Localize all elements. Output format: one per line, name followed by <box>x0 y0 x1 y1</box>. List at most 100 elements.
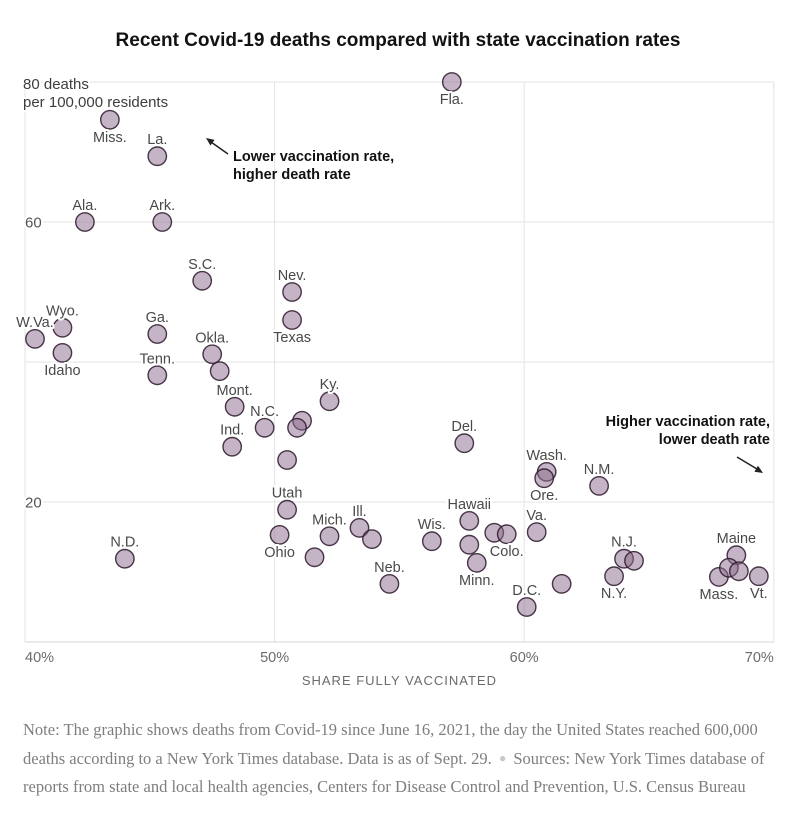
state-label: La. <box>147 132 167 148</box>
arrow-up-left-icon <box>210 141 229 155</box>
annotation-line: lower death rate <box>658 431 770 448</box>
state-label: Neb. <box>374 560 405 576</box>
data-point <box>496 524 517 545</box>
arrow-down-right-icon <box>754 465 763 473</box>
annotation-higher-vaccination: Higher vaccination rate, lower death rat… <box>606 414 770 449</box>
data-point <box>202 344 223 365</box>
arrow-up-left-icon <box>206 138 215 146</box>
state-label: Ala. <box>72 198 97 214</box>
x-tick-label: 70% <box>745 650 774 666</box>
data-point <box>604 566 624 587</box>
annotation-line: higher death rate <box>233 166 351 183</box>
data-point <box>254 417 275 438</box>
state-label: Va. <box>526 508 547 524</box>
data-point <box>624 550 644 571</box>
state-label: Texas <box>273 330 311 346</box>
state-label: N.J. <box>611 535 637 551</box>
state-label: N.Y. <box>601 586 627 602</box>
state-label: Tenn. <box>140 351 175 367</box>
annotation-line: Higher vaccination rate, <box>605 414 770 430</box>
data-point <box>25 328 45 349</box>
data-point <box>224 396 245 417</box>
data-point <box>114 548 135 569</box>
data-point <box>99 109 120 130</box>
data-point <box>526 522 547 542</box>
data-point <box>304 547 325 568</box>
source-note: Note: The graphic shows deaths from Covi… <box>23 716 771 801</box>
state-label: Minn. <box>459 573 494 589</box>
data-point <box>282 282 302 302</box>
state-label: Maine <box>717 531 757 547</box>
data-point <box>52 317 73 338</box>
state-label: Colo. <box>490 544 524 560</box>
state-label: Del. <box>451 419 477 435</box>
annotation-line: Lower vaccination rate, <box>233 149 395 165</box>
state-label: Utah <box>272 486 303 502</box>
chart-title: Recent Covid-19 deaths compared with sta… <box>115 30 681 51</box>
data-point <box>277 499 297 520</box>
state-label: Idaho <box>44 363 80 379</box>
state-label: Okla. <box>195 330 229 346</box>
state-label: Wash. <box>526 448 567 464</box>
data-point <box>147 365 168 386</box>
y-tick-label: 20 <box>25 495 42 512</box>
state-label: Mont. <box>217 383 253 399</box>
state-label: Miss. <box>93 130 127 146</box>
x-axis-title: SHARE FULLY VACCINATED <box>302 673 497 688</box>
data-point <box>152 212 173 232</box>
state-label: Vt. <box>750 586 768 602</box>
state-label: D.C. <box>512 583 541 599</box>
state-label: Mich. <box>312 512 347 528</box>
data-point <box>379 574 400 594</box>
y-tick-label: 60 <box>25 215 42 232</box>
bullet-separator-icon: ● <box>498 751 507 765</box>
data-point <box>459 534 480 555</box>
data-point <box>534 468 555 489</box>
y-axis-header-line2: per 100,000 residents <box>23 94 168 111</box>
state-label: N.D. <box>110 535 139 551</box>
state-label: Ohio <box>264 545 295 561</box>
data-point <box>466 553 487 573</box>
state-label: Wis. <box>418 517 446 533</box>
data-point <box>319 391 340 412</box>
data-point <box>147 146 168 167</box>
data-point <box>551 574 572 594</box>
state-label: W.Va. <box>16 315 54 331</box>
data-point <box>269 525 290 545</box>
data-point <box>516 597 537 617</box>
data-point <box>349 518 370 538</box>
state-label: Ark. <box>149 198 175 214</box>
data-point <box>459 511 480 531</box>
annotation-lower-vaccination: Lower vaccination rate, higher death rat… <box>233 149 394 184</box>
note-text: Note: The graphic shows deaths from Covi… <box>23 720 758 768</box>
data-point <box>441 72 462 92</box>
data-point <box>589 475 609 496</box>
state-label: Mass. <box>700 587 739 603</box>
data-point <box>192 270 213 291</box>
state-label: Fla. <box>440 92 464 108</box>
arrow-down-right-icon <box>736 456 758 470</box>
data-point <box>282 310 302 330</box>
x-tick-label: 40% <box>25 650 54 666</box>
scatter-plot: 40% 50% 60% 70% SHARE FULLY VACCINATED 60 20 80… <box>14 72 775 688</box>
data-point <box>362 529 382 549</box>
data-point <box>287 417 307 438</box>
y-axis-header-line1: 80 deaths <box>23 76 89 93</box>
state-label: Ore. <box>530 488 558 504</box>
data-point <box>319 526 340 547</box>
state-label: Nev. <box>278 268 307 284</box>
data-point <box>75 212 95 232</box>
data-point <box>728 561 749 582</box>
data-point <box>147 324 168 344</box>
state-label: Wyo. <box>46 304 79 320</box>
x-tick-label: 50% <box>260 650 289 666</box>
data-point <box>454 433 475 454</box>
state-label: Ind. <box>220 423 244 439</box>
data-point <box>421 531 442 552</box>
sources-text: Sources: New York Times database of repo… <box>23 749 765 796</box>
x-tick-label: 60% <box>510 650 539 666</box>
state-label: N.M. <box>584 462 615 478</box>
data-point <box>222 436 243 457</box>
data-point <box>748 566 769 587</box>
